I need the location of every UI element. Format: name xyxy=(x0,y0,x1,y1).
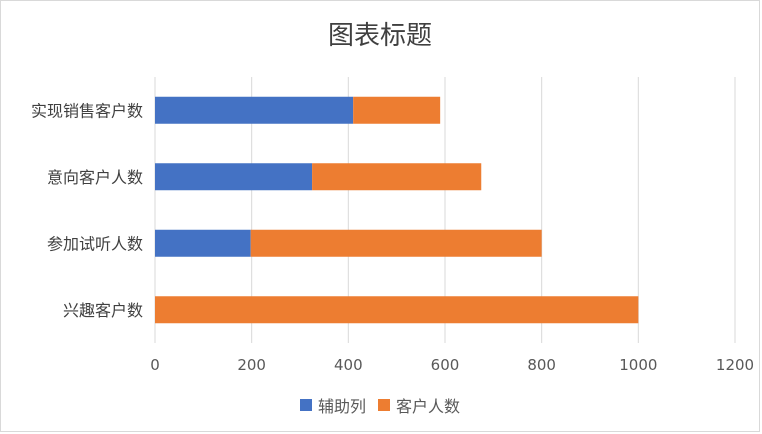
y-category-label-1: 意向客户人数 xyxy=(47,168,143,187)
x-tick-label-5: 1000 xyxy=(619,356,657,374)
bar-series-0-cat-2 xyxy=(155,229,251,257)
bar-series-1-cat-2 xyxy=(250,229,542,257)
legend-label-series-1: 客户人数 xyxy=(396,397,461,416)
bar-series-1-cat-0 xyxy=(353,96,441,124)
x-tick-label-4: 800 xyxy=(527,356,556,374)
legend-label-series-0: 辅助列 xyxy=(317,397,366,416)
y-category-label-3: 兴趣客户数 xyxy=(63,301,143,320)
legend-item-series-0: 辅助列 xyxy=(299,393,366,417)
y-category-label-0: 实现销售客户数 xyxy=(31,101,143,120)
chart-title: 图表标题 xyxy=(327,21,432,51)
bar-series-0-cat-1 xyxy=(155,163,313,191)
legend-swatch-series-1 xyxy=(378,399,390,411)
bar-series-1-cat-1 xyxy=(312,163,482,191)
bar-series-1-cat-3 xyxy=(155,296,639,324)
x-tick-label-3: 600 xyxy=(431,356,460,374)
legend-swatch-series-0 xyxy=(299,399,312,411)
x-tick-label-6: 1200 xyxy=(716,356,754,374)
x-tick-label-1: 200 xyxy=(237,356,266,374)
legend-item-series-1: 客户人数 xyxy=(378,393,460,417)
y-category-label-2: 参加试听人数 xyxy=(47,234,143,253)
x-tick-label-0: 0 xyxy=(150,356,160,374)
chart-legend: 辅助列 客户人数 xyxy=(1,393,759,417)
x-tick-label-2: 400 xyxy=(334,356,363,374)
bar-series-0-cat-0 xyxy=(155,96,354,124)
